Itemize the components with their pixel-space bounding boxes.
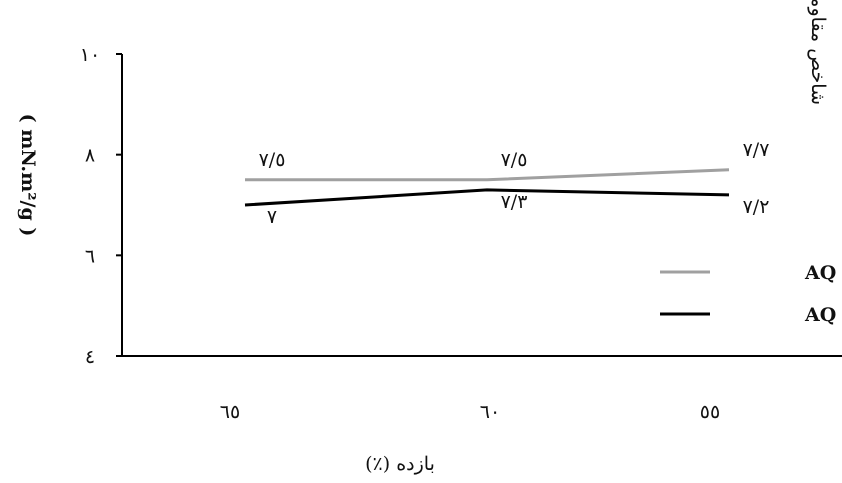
legend-label: بدون AQ xyxy=(804,304,842,326)
series-line xyxy=(245,168,730,182)
y-tick-label: ٦ xyxy=(85,245,95,267)
x-tick-label: ٦٠ xyxy=(480,401,500,423)
y-tick-label: ١٠ xyxy=(80,44,100,66)
data-label: ٧/٥ xyxy=(259,149,286,171)
data-label: ٧/٢ xyxy=(743,196,770,218)
y-tick-label: ٤ xyxy=(85,346,95,368)
data-label: ٧/٧ xyxy=(743,139,770,161)
legend-label: با AQ xyxy=(804,262,842,284)
data-label: ٧/٣ xyxy=(501,191,528,213)
x-tick-label: ٥٥ xyxy=(700,401,720,423)
y-axis-title: شاخص مقاومت به پارگی xyxy=(807,0,830,105)
data-label: ٧ xyxy=(267,206,277,228)
series-line xyxy=(244,188,730,207)
y-tick-label: ٨ xyxy=(85,145,95,167)
x-axis-title: بازده (٪) xyxy=(365,453,435,475)
data-label: ٧/٥ xyxy=(501,149,528,171)
y-axis-unit: ( mN.m²/g ) xyxy=(17,114,39,237)
x-tick-label: ٦٥ xyxy=(220,401,240,423)
